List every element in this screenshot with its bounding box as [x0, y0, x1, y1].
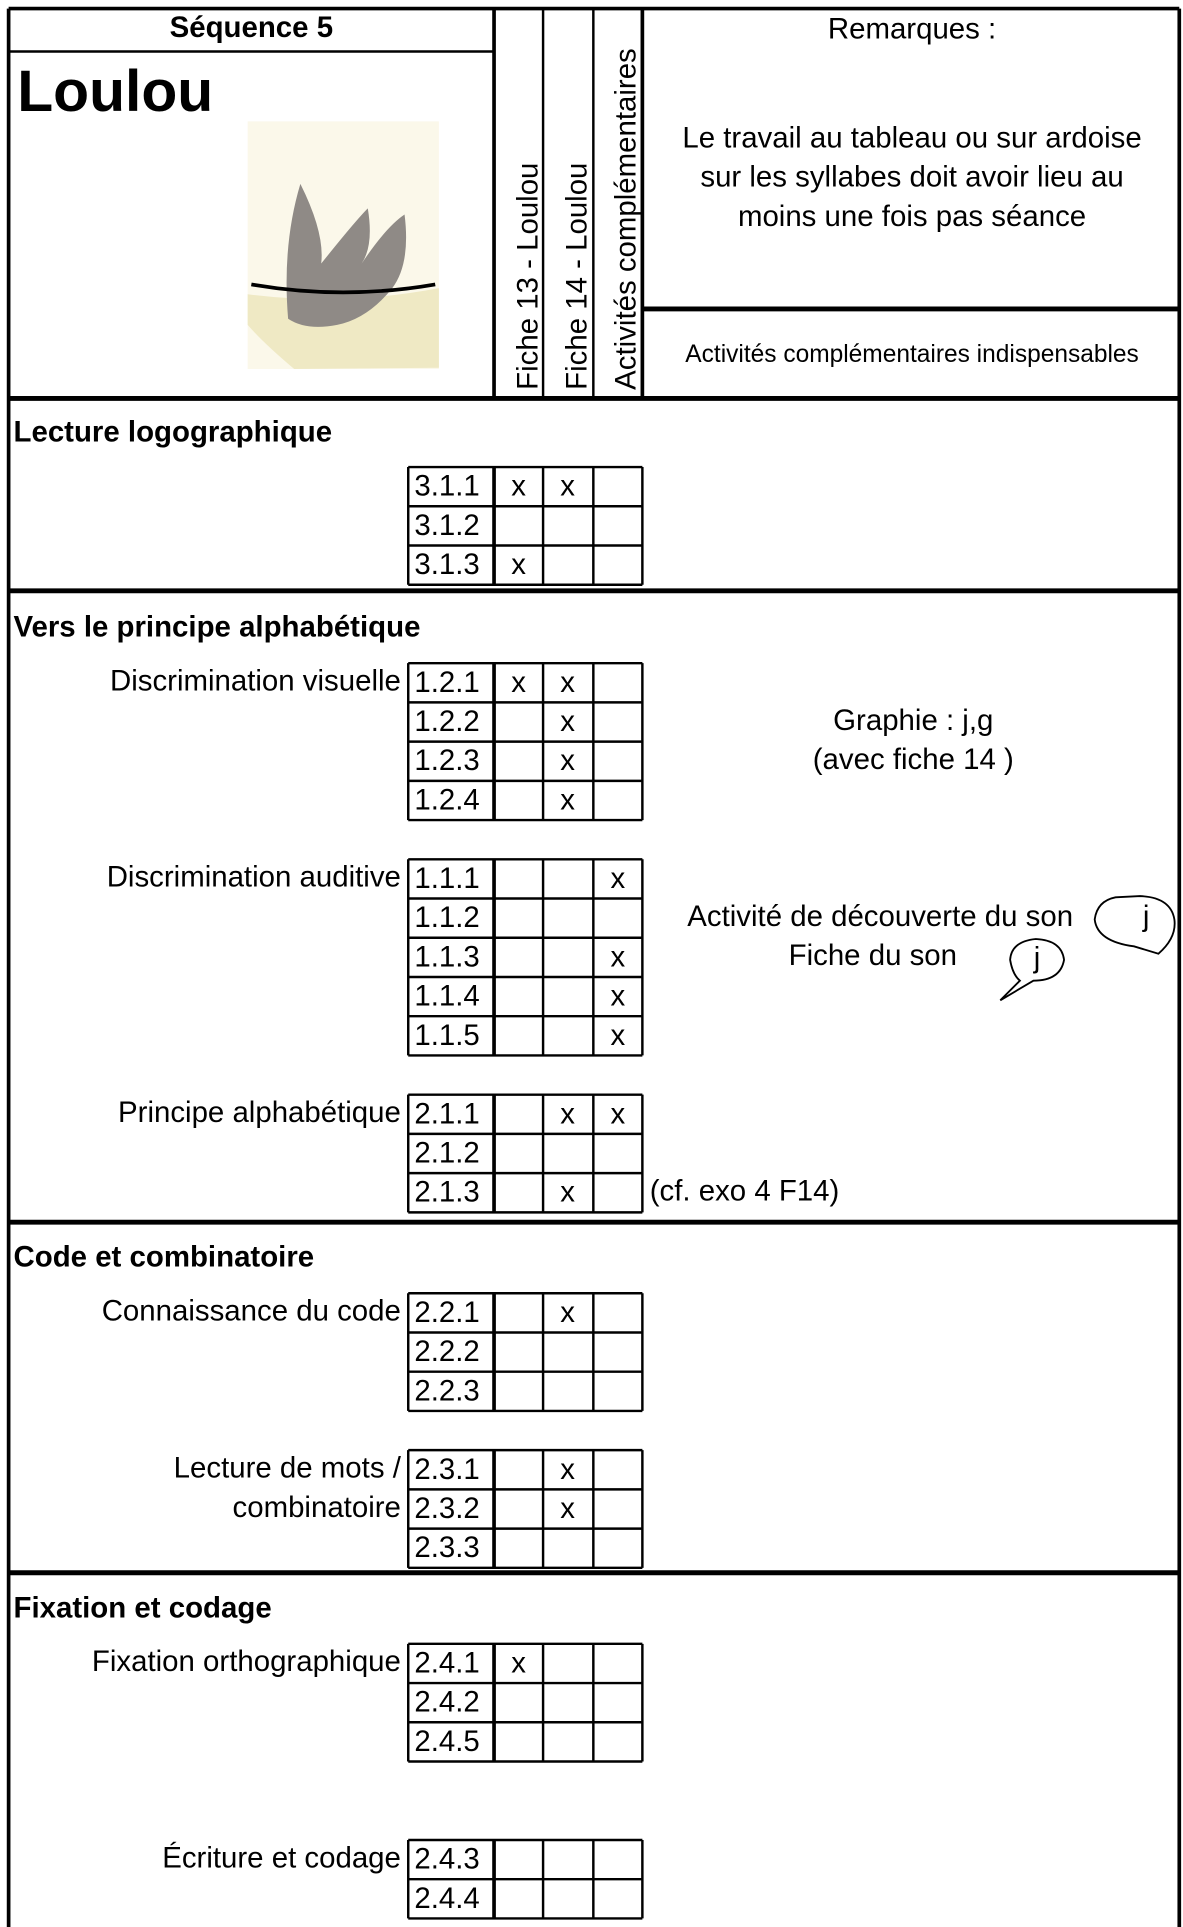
- row-code: 2.3.2: [414, 1492, 479, 1525]
- mark: x: [611, 1097, 626, 1130]
- speech-bubble: [1093, 895, 1176, 955]
- group-label: combinatoire: [233, 1491, 401, 1524]
- speech-bubble: [999, 938, 1065, 1002]
- remarks-label: Remarques :: [828, 12, 996, 45]
- row-code: 3.1.1: [414, 470, 479, 503]
- row-code: 2.2.1: [414, 1296, 479, 1329]
- note: Graphie : j,g: [833, 704, 993, 737]
- mark: x: [611, 980, 626, 1013]
- row-code: 1.1.4: [414, 980, 479, 1013]
- column-header: Activités complémentaires: [609, 48, 642, 390]
- mark: x: [560, 783, 575, 816]
- note: Activité de découverte du son: [687, 900, 1073, 933]
- row-code: 2.3.3: [414, 1531, 479, 1564]
- mark: x: [560, 470, 575, 503]
- note: (cf. exo 4 F14): [650, 1174, 840, 1207]
- mark: x: [611, 862, 626, 895]
- mark: x: [511, 666, 526, 699]
- row-code: 1.1.5: [414, 1019, 479, 1052]
- section-title: Code et combinatoire: [14, 1241, 315, 1274]
- row-code: 1.1.1: [414, 862, 479, 895]
- row-code: 2.3.1: [414, 1453, 479, 1486]
- group-label: Lecture de mots /: [174, 1452, 402, 1485]
- row-code: 2.2.3: [414, 1374, 479, 1407]
- row-code: 2.1.3: [414, 1176, 479, 1209]
- mark: x: [560, 1492, 575, 1525]
- remarks: moins une fois pas séance: [738, 200, 1086, 233]
- row-code: 1.2.4: [414, 783, 479, 816]
- row-code: 2.4.5: [414, 1725, 479, 1758]
- mark: x: [560, 744, 575, 777]
- group-label: Fixation orthographique: [92, 1645, 401, 1678]
- row-code: 1.1.2: [414, 901, 479, 934]
- row-code: 1.2.2: [414, 705, 479, 738]
- mark: x: [511, 1646, 526, 1679]
- mark: x: [611, 1019, 626, 1052]
- illustration: [247, 121, 439, 369]
- row-code: 3.1.3: [414, 548, 479, 581]
- group-label: Principe alphabétique: [118, 1096, 401, 1129]
- mark: x: [611, 940, 626, 973]
- mark: x: [560, 705, 575, 738]
- bubble-text: j: [1142, 900, 1150, 933]
- row-code: 2.2.2: [414, 1335, 479, 1368]
- group-label: Discrimination visuelle: [110, 665, 401, 698]
- remarks: Le travail au tableau ou sur ardoise: [682, 122, 1141, 155]
- group-label: Discrimination auditive: [107, 861, 401, 894]
- mark: x: [560, 666, 575, 699]
- activities: Activités complémentaires indispensables: [685, 341, 1138, 368]
- row-code: 1.2.1: [414, 666, 479, 699]
- header: [6, 6, 1182, 1927]
- row-code: 2.4.1: [414, 1646, 479, 1679]
- note: (avec fiche 14 ): [813, 743, 1014, 776]
- title: Loulou: [17, 59, 213, 124]
- note: Fiche du son: [789, 939, 957, 972]
- row-code: 2.4.2: [414, 1686, 479, 1719]
- bubble-text: j: [1033, 942, 1041, 975]
- row-code: 2.4.3: [414, 1843, 479, 1876]
- mark: x: [560, 1097, 575, 1130]
- row-code: 1.1.3: [414, 940, 479, 973]
- section-title: Fixation et codage: [14, 1591, 272, 1624]
- group-label: Connaissance du code: [102, 1295, 401, 1328]
- remarks: sur les syllabes doit avoir lieu au: [700, 161, 1123, 194]
- row-code: 2.1.1: [414, 1097, 479, 1130]
- mark: x: [511, 548, 526, 581]
- group-label: Écriture et codage: [162, 1841, 401, 1874]
- row-code: 2.4.4: [414, 1882, 479, 1915]
- sequence: Séquence 5: [170, 11, 333, 44]
- column-header: Fiche 14 - Loulou: [560, 163, 593, 390]
- section-title: Lecture logographique: [14, 416, 333, 449]
- row-code: 2.1.2: [414, 1136, 479, 1169]
- column-header: Fiche 13 - Loulou: [511, 163, 544, 390]
- section-title: Vers le principe alphabétique: [14, 611, 421, 644]
- row-code: 3.1.2: [414, 509, 479, 542]
- row-code: 1.2.3: [414, 744, 479, 777]
- mark: x: [560, 1453, 575, 1486]
- mark: x: [560, 1296, 575, 1329]
- mark: x: [511, 470, 526, 503]
- mark: x: [560, 1176, 575, 1209]
